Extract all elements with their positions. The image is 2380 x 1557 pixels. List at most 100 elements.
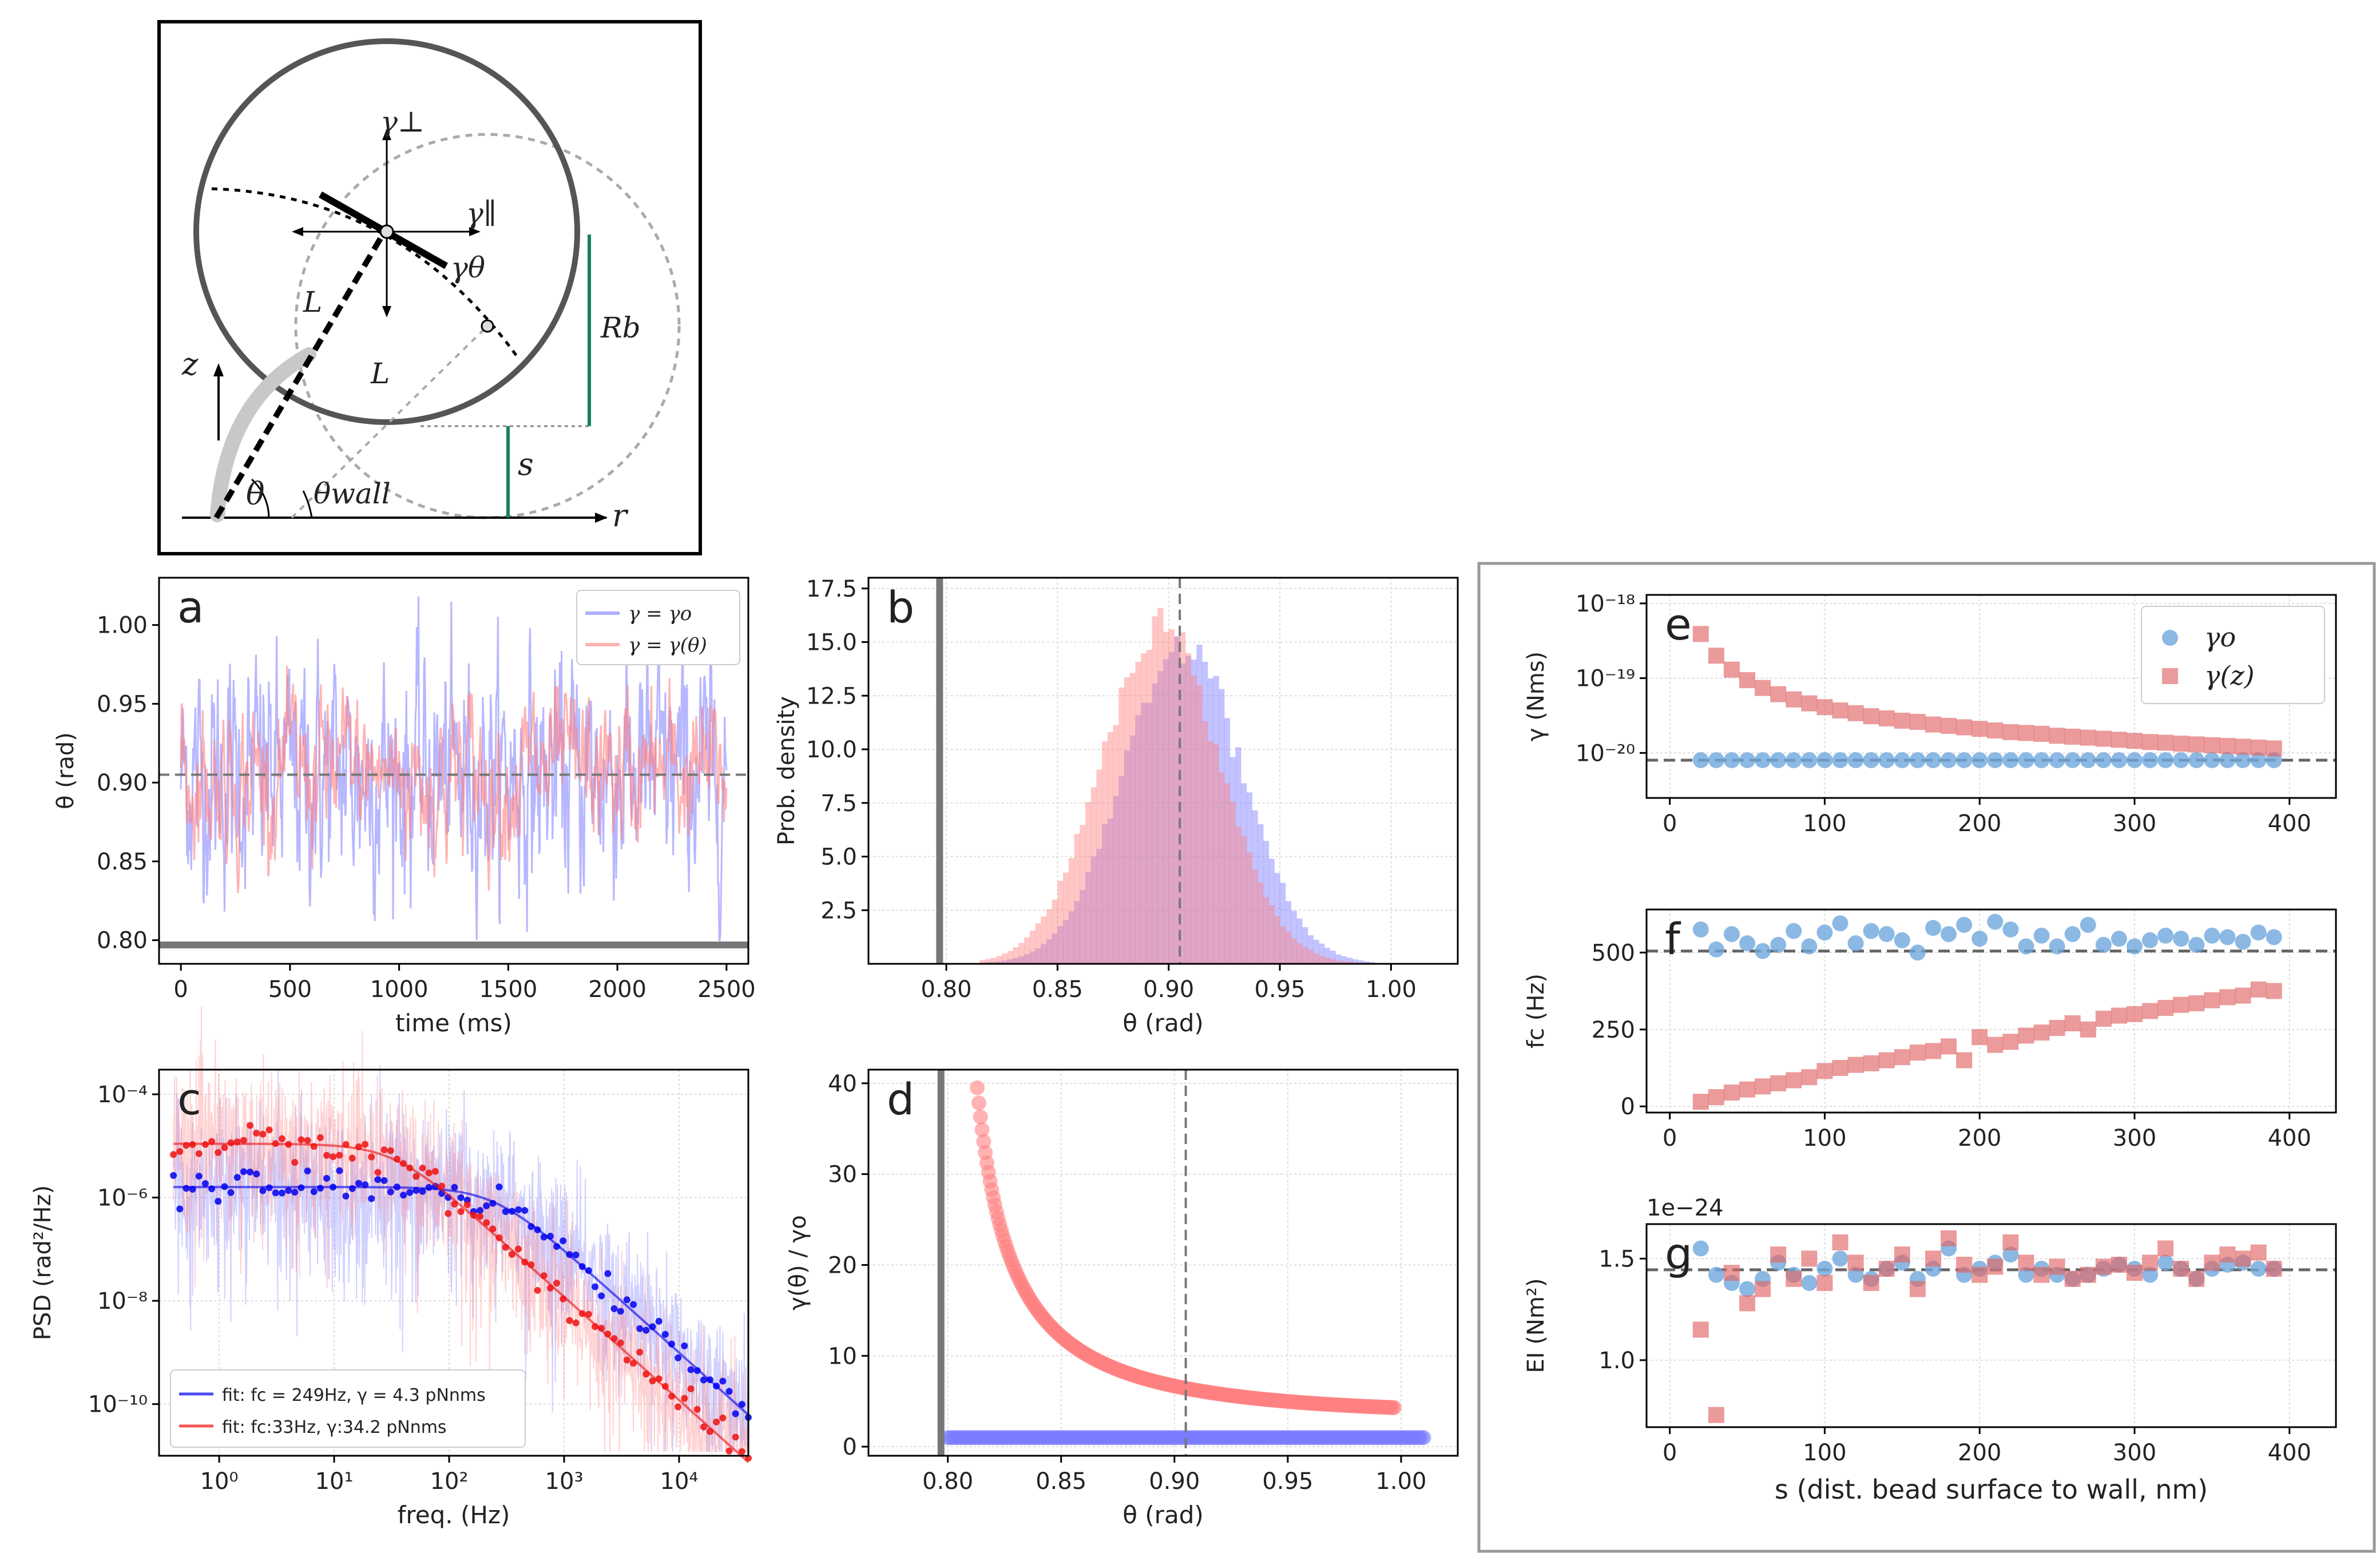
psd-binned-point — [713, 1383, 720, 1390]
panel-c: 10⁰ 10¹ 10² 10³ 10⁴ 10⁻¹⁰ 10⁻⁸ 10⁻⁶ 10⁻⁴ freq. (H… — [30, 1006, 752, 1529]
panel-f-xtick-label: 400 — [2268, 1125, 2311, 1151]
gamma0-point — [1692, 1240, 1709, 1257]
gammaz-point — [1972, 721, 1988, 737]
psd-binned-point — [259, 1187, 267, 1194]
gammaz-point — [1723, 1085, 1740, 1101]
psd-binned-point — [553, 1243, 561, 1250]
psd-binned-point — [240, 1168, 247, 1175]
gamma0-point — [1941, 752, 1957, 768]
gammaz-point — [1801, 695, 1818, 712]
histogram-bar — [1007, 951, 1014, 964]
histogram-bar — [1096, 769, 1102, 964]
psd-binned-point — [661, 1330, 669, 1338]
histogram-bar — [1246, 792, 1252, 964]
histogram-bar — [1280, 926, 1286, 964]
gammaz-point — [2266, 1261, 2282, 1277]
panel-c-ytick-label: 10⁻⁶ — [97, 1185, 148, 1212]
legend-swatch — [2162, 630, 2178, 646]
panel-g-ytick-label: 1.5 — [1598, 1246, 1635, 1272]
gamma0-point — [1847, 935, 1864, 952]
panel-d-xtick-label: 1.00 — [1375, 1468, 1426, 1495]
psd-binned-point — [681, 1342, 688, 1349]
histogram-bar — [1346, 962, 1352, 964]
psd-binned-point — [636, 1349, 644, 1356]
gamma0-point — [2018, 752, 2034, 768]
legend-swatch — [2162, 668, 2178, 684]
panel-d-ytick-label: 0 — [843, 1434, 857, 1460]
panel-b-xtick-label: 0.85 — [1032, 976, 1083, 1003]
histogram-bar — [1324, 947, 1331, 964]
psd-binned-point — [477, 1213, 484, 1220]
gamma0-point — [2018, 1266, 2034, 1283]
label-L2: L — [370, 357, 390, 390]
gamma0-point — [2157, 752, 2174, 768]
panel-g-xtick-label: 300 — [2113, 1440, 2156, 1466]
panel-d-xtick-label: 0.85 — [1036, 1468, 1086, 1495]
gammaz-point — [2250, 739, 2267, 756]
panel-b-xtick-label: 0.80 — [921, 976, 972, 1003]
psd-binned-point — [176, 1148, 184, 1155]
gamma0-point — [1739, 935, 1756, 952]
histogram-bar — [1090, 787, 1097, 964]
gammaz-point — [1847, 1254, 1864, 1271]
histogram-bar — [1252, 869, 1258, 964]
histogram-bar — [1307, 950, 1314, 964]
histogram-bar — [1219, 772, 1225, 964]
r-axis-arrow — [595, 513, 608, 523]
gammaz-point — [1956, 719, 1973, 736]
psd-binned-point — [183, 1142, 190, 1149]
gammaz-point — [1708, 648, 1724, 664]
panel-f-xtick-label: 0 — [1663, 1125, 1677, 1151]
gamma0-point — [2095, 752, 2112, 768]
histogram-bar — [1124, 750, 1130, 964]
histogram-bar — [1002, 953, 1008, 964]
histogram-bar — [1180, 664, 1186, 964]
panel-a-xtick-label: 2500 — [697, 976, 756, 1003]
histogram-bar — [1285, 901, 1291, 964]
histogram-bar — [1313, 940, 1319, 964]
histogram-bar — [1141, 702, 1147, 964]
gamma0-point — [2188, 752, 2205, 768]
psd-binned-point — [623, 1296, 630, 1304]
psd-binned-point — [330, 1183, 337, 1191]
histogram-bar — [1007, 959, 1014, 964]
psd-binned-point — [521, 1258, 529, 1266]
psd-binned-point — [495, 1183, 503, 1190]
psd-binned-point — [515, 1245, 522, 1253]
histogram-bar — [1335, 954, 1342, 964]
gammaz-point — [2002, 1234, 2019, 1250]
histogram-bar — [1068, 911, 1075, 964]
panel-d-ytick-label: 20 — [828, 1252, 857, 1278]
psd-binned-point — [336, 1151, 343, 1159]
gamma0-point — [1894, 932, 1910, 948]
psd-binned-point — [374, 1176, 382, 1183]
psd-binned-point — [725, 1447, 733, 1455]
gammaz-point — [1770, 1075, 1787, 1091]
panel-e-xtick-label: 400 — [2268, 811, 2311, 837]
gammaz-point — [2157, 1000, 2174, 1016]
histogram-bar — [1368, 962, 1375, 964]
gammaz-point — [2126, 733, 2143, 749]
gammaz-point — [1692, 1321, 1709, 1338]
histogram-bar — [1302, 927, 1308, 964]
psd-binned-point — [527, 1223, 535, 1230]
histogram-bar — [1352, 959, 1358, 964]
panel-a-xlabel: time (ms) — [395, 1009, 512, 1037]
histogram-bar — [1185, 653, 1192, 964]
gamma-ratio-point — [973, 1109, 988, 1125]
histogram-bar — [1274, 873, 1280, 964]
psd-binned-point — [521, 1207, 529, 1214]
histogram-bar — [1141, 653, 1147, 964]
histogram-bar — [1085, 802, 1092, 964]
psd-binned-point — [578, 1263, 586, 1270]
psd-binned-point — [560, 1295, 567, 1302]
histogram-bar — [1202, 721, 1208, 964]
gammaz-point — [1925, 716, 1941, 733]
psd-binned-point — [578, 1310, 586, 1317]
histogram-bar — [1029, 951, 1036, 964]
panel-f-xtick-label: 100 — [1803, 1125, 1846, 1151]
gammaz-point — [1878, 710, 1895, 726]
psd-binned-point — [642, 1326, 650, 1334]
gamma0-point — [1909, 944, 1926, 961]
gamma0-point — [1987, 913, 2004, 930]
